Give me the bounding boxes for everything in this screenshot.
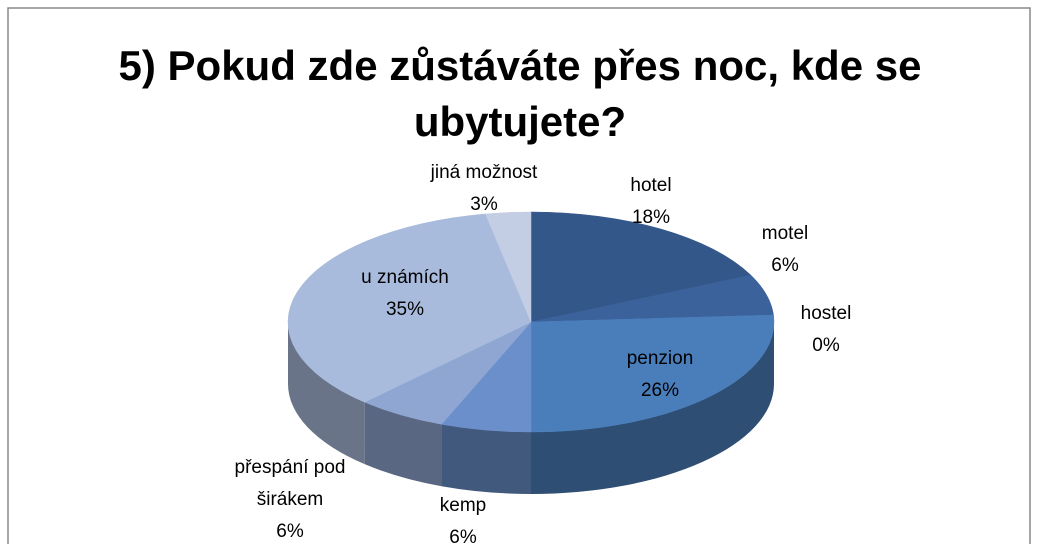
value-label: 18%: [631, 207, 671, 228]
category-label: penzion: [626, 348, 694, 369]
category-label: u známích: [361, 267, 449, 288]
chart-title: 5) Pokud zde zůstáváte přes noc, kde se …: [118, 42, 922, 145]
slice: [287, 213, 532, 403]
data-label: jiná možnost 3%: [404, 157, 564, 221]
slice-side: [531, 322, 774, 494]
data-label: hostel 0%: [776, 298, 876, 362]
value-label: 26%: [640, 380, 680, 401]
data-label: penzion 26%: [600, 343, 720, 407]
category-label: motel: [761, 223, 809, 244]
category-label: hotel: [630, 175, 672, 196]
category-label: jiná možnost: [430, 162, 538, 183]
slice: [530, 314, 775, 433]
data-label: u známích 35%: [325, 262, 485, 326]
value-label: 0%: [812, 335, 840, 356]
category-label: kemp: [439, 495, 487, 516]
category-label: přespání pod širákem: [234, 457, 346, 510]
slice: [530, 211, 752, 323]
value-label: 6%: [771, 255, 799, 276]
data-label: motel 6%: [735, 218, 835, 282]
slice-side: [441, 424, 531, 494]
data-label: kemp 6%: [413, 490, 513, 554]
value-label: 6%: [276, 521, 304, 542]
value-label: 35%: [385, 299, 425, 320]
data-label: hotel 18%: [591, 170, 711, 234]
value-label: 3%: [470, 194, 498, 215]
chart-frame: [7, 7, 1031, 544]
slice: [485, 211, 532, 323]
slice-side: [364, 402, 442, 487]
slice-side: [288, 322, 365, 465]
value-label: 6%: [449, 527, 477, 548]
category-label: hostel: [800, 303, 852, 324]
data-label: přespání pod širákem 6%: [210, 452, 370, 548]
